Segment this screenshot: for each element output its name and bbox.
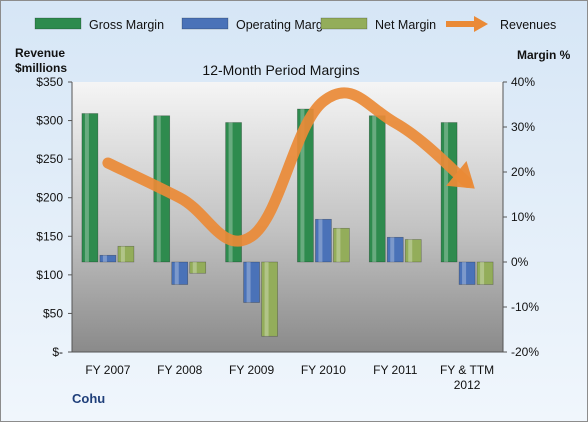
gross-margin-bar-highlight [444,122,449,262]
operating-margin-bar [315,218,332,263]
right-tick-label: -10% [511,300,539,314]
category-label: FY 2008 [157,363,202,377]
left-tick-label: $50 [43,306,63,320]
gross-margin-bar [81,113,99,263]
net-margin-bar-highlight [120,246,125,262]
right-tick-label: 10% [511,210,535,224]
net-margin-bar [117,245,135,263]
net-margin-bar-highlight [192,262,197,274]
operating-margin-bar-highlight [174,262,179,285]
operating-margin-bar-highlight [390,237,395,262]
gross-margin-legend-label: Gross Margin [89,18,164,32]
net-margin-bar [189,261,207,274]
gross-margin-bar-body [368,115,386,263]
chart-title: 12-Month Period Margins [202,62,359,78]
operating-margin-bar-body [386,236,404,263]
operating-margin-bar-body [243,261,260,303]
operating-margin-bar [458,261,476,285]
net-margin-bar-body [404,239,422,263]
net-margin-bar [333,227,350,263]
gross-margin-bar [225,122,242,263]
plot-area [72,82,503,352]
gross-margin-bar-highlight [228,122,233,262]
left-tick-label: $150 [36,229,63,243]
left-tick-label: $250 [36,152,63,166]
net-margin-bar-body [333,227,350,263]
gross-margin-bar [368,115,386,263]
operating-margin-legend-label: Operating Margin [236,18,333,32]
net-margin-bar [476,261,494,285]
gross-margin-bar-highlight [300,109,305,262]
gross-margin-bar [440,122,458,263]
category-label-line: 2012 [454,378,481,392]
company-name: Cohu [72,391,105,406]
right-tick-label: 20% [511,165,535,179]
revenues-arrow-head [446,161,475,189]
operating-margin-bar-body [99,254,117,263]
category-label: FY 2010 [301,363,346,377]
gross-margin-bar-body [225,122,242,263]
gross-margin-bar-highlight [84,113,89,262]
net-margin-bar-highlight [264,262,269,337]
category-label: FY 2007 [85,363,130,377]
net-margin-bar-body [117,245,135,263]
category-label-line: FY 2009 [229,363,274,377]
operating-margin-bar-body [458,261,476,285]
y-left-label-line2: $millions [15,61,67,75]
gross-margin-legend-swatch [34,17,82,30]
operating-margin-bar [171,261,189,285]
operating-margin-bar [386,236,404,263]
y-left-label-line1: Revenue [15,46,65,60]
operating-margin-bar-body [171,261,189,285]
right-tick-label: 30% [511,120,535,134]
left-tick-label: $- [52,345,63,359]
y-right-label: Margin % [517,48,571,62]
category-label-line: FY 2010 [301,363,346,377]
operating-margin-bar-highlight [246,262,251,303]
right-tick-label: 0% [511,255,529,269]
left-tick-label: $350 [36,75,63,89]
category-label-line: FY 2011 [373,363,418,377]
revenues-legend-arrow-icon [474,16,488,32]
net-margin-bar [404,239,422,263]
gross-margin-bar-body [81,113,99,263]
net-margin-bar-body [476,261,494,285]
net-margin-bar-body [189,261,207,274]
category-label-line: FY & TTM [440,363,494,377]
net-margin-legend-swatch [320,17,368,30]
category-label: FY 2011 [373,363,418,377]
operating-margin-bar-body [315,218,332,263]
operating-margin-legend-swatch [181,17,229,30]
right-tick-label: -20% [511,345,539,359]
net-margin-bar-body [261,261,278,337]
left-tick-label: $300 [36,114,63,128]
category-label-line: FY 2007 [85,363,130,377]
right-tick-label: 40% [511,75,535,89]
category-label: FY & TTM 2012 [440,363,494,392]
operating-margin-bar [99,254,117,263]
net-margin-bar-highlight [480,262,485,285]
left-tick-label: $100 [36,268,63,282]
category-label-line: FY 2008 [157,363,202,377]
operating-margin-bar-highlight [102,255,107,262]
operating-margin-bar [243,261,260,303]
gross-margin-bar-highlight [372,115,377,262]
left-tick-label: $200 [36,191,63,205]
net-margin-bar-highlight [336,228,341,262]
net-margin-legend-label: Net Margin [375,18,436,32]
operating-margin-bar-highlight [318,219,323,262]
net-margin-bar-highlight [408,239,413,262]
category-label: FY 2009 [229,363,274,377]
net-margin-bar [261,261,278,337]
revenues-legend-label: Revenues [500,18,556,32]
operating-margin-bar-highlight [462,262,467,285]
gross-margin-bar-body [440,122,458,263]
